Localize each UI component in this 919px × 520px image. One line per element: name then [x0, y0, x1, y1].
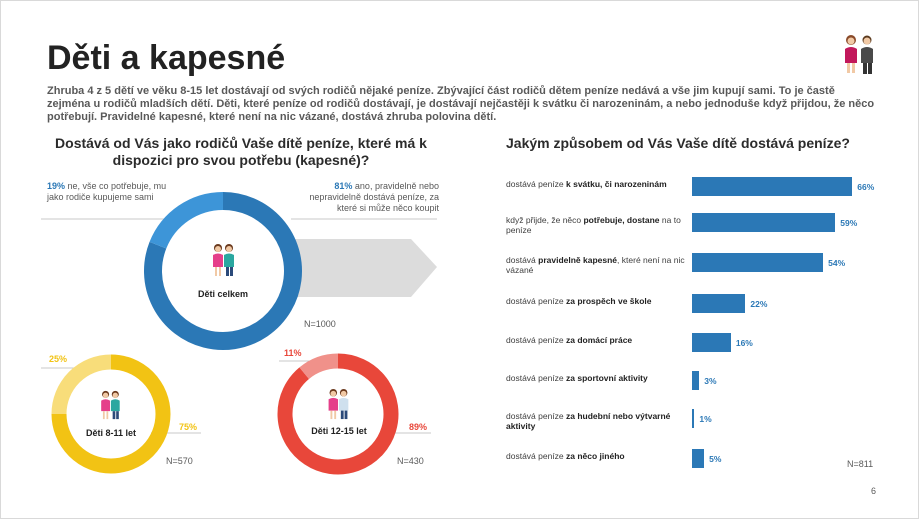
children-icon-main — [210, 243, 236, 277]
bar-label: dostává peníze za sportovní aktivity — [506, 373, 648, 383]
page-number: 6 — [870, 486, 876, 496]
donut-main-slice-ano — [144, 192, 302, 350]
arrow-shape — [291, 239, 437, 297]
bar-value-label: 59% — [840, 218, 858, 228]
donut-young-slice-ne — [51, 354, 112, 415]
bar-value-label: 16% — [735, 338, 753, 348]
bar-label: dostává peníze k svátku, či narozeninám — [506, 179, 667, 189]
donut-old-label: Děti 12-15 let — [311, 426, 367, 436]
n-young: N=570 — [166, 456, 193, 466]
donut-young-label: Děti 8-11 let — [85, 428, 137, 438]
bar-label: dostává peníze za prospěch ve škole — [506, 296, 652, 306]
pct-11: 11% — [284, 348, 302, 358]
bar-value-label: 3% — [704, 376, 717, 386]
donut-main-label: Děti celkem — [197, 289, 249, 299]
donut-main-slice-ne — [149, 192, 224, 249]
bar — [692, 213, 836, 232]
yes-text: ano, pravidelně nebo nepravidelně dostáv… — [309, 181, 439, 213]
bar — [692, 371, 700, 390]
bar — [692, 253, 824, 272]
bar — [692, 409, 695, 428]
bar — [692, 294, 746, 313]
bar-label: když přijde, že něco potřebuje, dostane … — [506, 215, 681, 235]
donut-young-slice-ano — [51, 354, 171, 474]
children-icon-old — [325, 388, 351, 420]
bar — [692, 449, 705, 468]
no-annotation: 19% ne, vše co potřebuje, mu jako rodiče… — [47, 181, 177, 203]
couple-icon — [839, 33, 879, 75]
bar-value-label: 5% — [709, 454, 722, 464]
no-text: ne, vše co potřebuje, mu jako rodiče kup… — [47, 181, 167, 202]
intro-paragraph: Zhruba 4 z 5 dětí ve věku 8-15 let dostá… — [47, 85, 875, 123]
bar — [692, 177, 853, 196]
bar-label: dostává pravidelně kapesné, které není n… — [506, 255, 685, 275]
left-question: Dostává od Vás jako rodičů Vaše dítě pen… — [55, 135, 427, 168]
n-old: N=430 — [397, 456, 424, 466]
no-pct: 19% — [47, 181, 66, 191]
bar-value-label: 54% — [828, 258, 846, 268]
pct-25: 25% — [49, 354, 68, 364]
pct-89: 89% — [409, 422, 428, 432]
bar-label: dostává peníze za domácí práce — [506, 335, 633, 345]
donut-old-slice-ano — [277, 353, 399, 475]
bar-value-label: 66% — [857, 182, 875, 192]
bar — [692, 333, 731, 352]
bar-value-label: 1% — [699, 414, 712, 424]
bar-value-label: 22% — [750, 299, 768, 309]
n-main: N=1000 — [304, 319, 336, 329]
children-icon-young — [98, 390, 122, 420]
bar-label: dostává peníze za hudební nebo výtvarné … — [506, 411, 671, 431]
yes-annotation: 81% ano, pravidelně nebo nepravidelně do… — [297, 181, 439, 214]
yes-pct: 81% — [334, 181, 353, 191]
donut-old-slice-ne — [299, 353, 339, 380]
n-bars: N=811 — [847, 459, 874, 469]
bar-label: dostává peníze za něco jiného — [506, 451, 625, 461]
slide-title: Děti a kapesné — [47, 39, 286, 77]
pct-75: 75% — [179, 422, 198, 432]
right-question: Jakým způsobem od Vás Vaše dítě dostává … — [506, 135, 850, 151]
